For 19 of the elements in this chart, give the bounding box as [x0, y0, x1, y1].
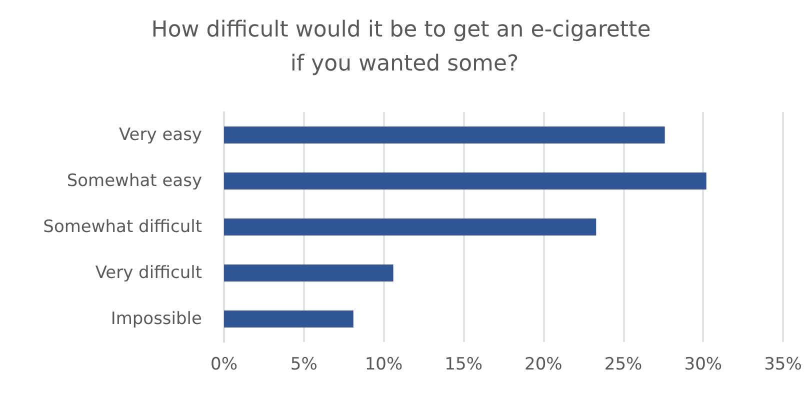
y-tick-label: Impossible: [110, 309, 202, 329]
chart-title: How difficult would it be to get an e-cigarette if you wanted some?: [151, 18, 658, 76]
x-tick-label: 0%: [210, 354, 238, 374]
y-tick-label: Very easy: [118, 125, 202, 145]
x-tick-label: 35%: [764, 354, 802, 374]
x-tick-label: 10%: [364, 354, 403, 374]
y-tick-label: Very difficult: [95, 263, 202, 283]
bar: [224, 126, 665, 144]
bar: [224, 310, 354, 328]
y-tick-label: Somewhat easy: [66, 171, 202, 191]
bar: [224, 172, 706, 190]
x-tick-label: 30%: [684, 354, 722, 374]
x-tick-label: 25%: [604, 354, 642, 374]
x-tick-label: 20%: [524, 354, 562, 374]
x-tick-label: 5%: [290, 354, 318, 374]
y-tick-label: Somewhat difficult: [43, 217, 202, 237]
bar: [224, 218, 596, 236]
x-tick-label: 15%: [444, 354, 482, 374]
bar: [224, 264, 394, 282]
